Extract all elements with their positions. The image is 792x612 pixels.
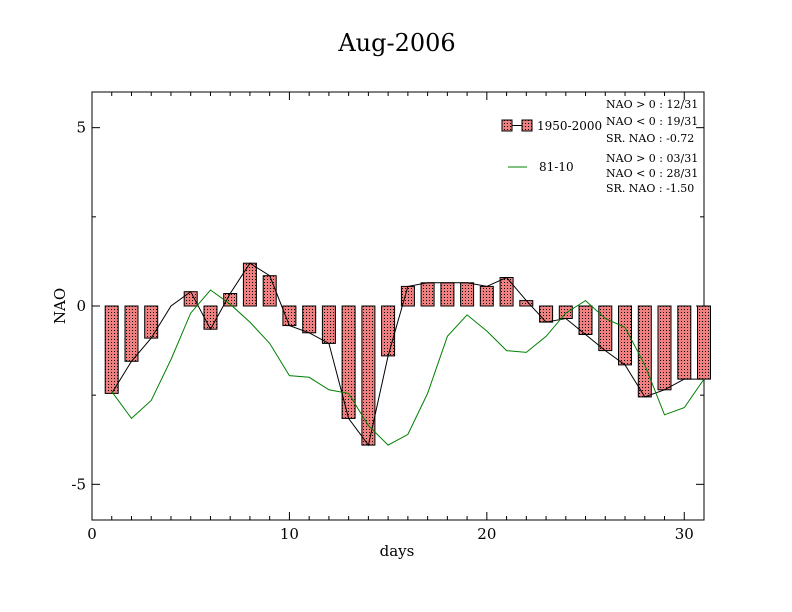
bar-day-20	[479, 285, 494, 307]
stat-line: NAO > 0 : 12/31	[606, 98, 698, 111]
lines-layer	[111, 262, 705, 447]
line-81-10	[111, 289, 705, 446]
y-axis-label: NAO	[51, 288, 69, 324]
legend-bar-swatch-left	[501, 119, 513, 132]
axis-ticks: 0 10 20 30 -5 0 5	[71, 92, 705, 543]
bar-day-18	[440, 282, 455, 307]
bars-1950-2000	[104, 262, 711, 446]
chart-title: Aug-2006	[337, 29, 455, 57]
x-axis-label: days	[380, 542, 415, 560]
bar-day-17	[420, 282, 435, 307]
bar-day-21	[499, 277, 514, 307]
y-tick-label: 0	[76, 297, 86, 315]
bar-day-2	[124, 305, 139, 362]
plot-area: 0 10 20 30 -5 0 5	[71, 91, 711, 543]
stats-1950-2000: NAO > 0 : 12/31 NAO < 0 : 19/31 SR. NAO …	[606, 98, 698, 145]
bar-day-15	[381, 305, 396, 357]
x-tick-label: 30	[675, 525, 694, 543]
bar-day-11	[302, 305, 317, 334]
stat-line: SR. NAO : -1.50	[606, 182, 694, 195]
bar-day-31	[697, 305, 711, 380]
bar-day-6	[203, 305, 218, 330]
legend: 1950-2000 81-10 NAO > 0 : 12/31 NAO < 0 …	[501, 98, 698, 195]
legend-entry-1950-2000: 1950-2000	[501, 119, 602, 133]
x-tick-label: 0	[87, 525, 97, 543]
bar-day-29	[657, 305, 672, 391]
bar-day-12	[321, 305, 336, 344]
bar-day-24	[558, 305, 573, 319]
stat-line: NAO < 0 : 28/31	[606, 167, 698, 180]
bar-day-3	[144, 305, 159, 339]
y-tick-label: -5	[71, 475, 86, 493]
stat-line: NAO > 0 : 03/31	[606, 152, 698, 165]
stat-line: NAO < 0 : 19/31	[606, 115, 698, 128]
stat-line: SR. NAO : -0.72	[606, 132, 694, 145]
bar-day-28	[637, 305, 652, 398]
legend-label-1950-2000: 1950-2000	[537, 119, 602, 133]
legend-entry-81-10: 81-10	[508, 160, 574, 174]
stats-81-10: NAO > 0 : 03/31 NAO < 0 : 28/31 SR. NAO …	[606, 152, 698, 195]
legend-label-81-10: 81-10	[539, 160, 574, 174]
bar-day-23	[539, 305, 554, 323]
y-tick-label: 5	[76, 119, 86, 137]
bar-day-30	[677, 305, 692, 380]
x-tick-label: 20	[477, 525, 496, 543]
legend-bar-swatch-right	[521, 119, 533, 132]
x-tick-label: 10	[280, 525, 299, 543]
bar-day-9	[262, 275, 277, 307]
line-1950-2000	[111, 262, 704, 447]
bar-day-1	[104, 305, 119, 394]
bar-day-19	[460, 282, 475, 307]
bar-day-26	[598, 305, 613, 352]
bar-day-5	[183, 291, 198, 307]
bar-day-10	[282, 305, 297, 327]
